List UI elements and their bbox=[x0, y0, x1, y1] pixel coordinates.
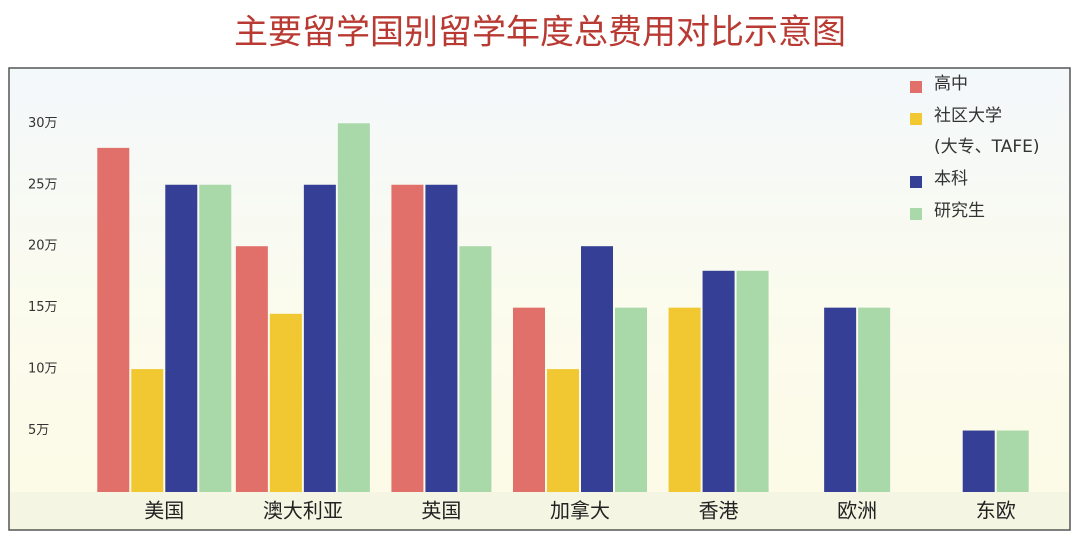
y-tick-label: 20万 bbox=[28, 239, 58, 254]
y-tick-label: 15万 bbox=[28, 300, 58, 315]
bar bbox=[165, 184, 198, 493]
x-tick-label: 加拿大 bbox=[550, 499, 610, 523]
y-tick-label: 5万 bbox=[28, 423, 49, 438]
bar bbox=[858, 307, 891, 492]
bar bbox=[824, 307, 857, 492]
legend-swatch bbox=[910, 176, 922, 188]
bar bbox=[391, 184, 424, 493]
y-tick-label: 10万 bbox=[28, 362, 58, 377]
legend-label: 本科 bbox=[934, 169, 968, 189]
legend-label: 研究生 bbox=[934, 201, 985, 221]
legend: 高中社区大学 (大专、TAFE) 本科研究生 bbox=[910, 74, 1039, 235]
bar bbox=[199, 184, 232, 493]
legend-swatch bbox=[910, 81, 922, 93]
bar bbox=[996, 430, 1029, 492]
bar bbox=[668, 307, 701, 492]
x-tick-label: 欧洲 bbox=[837, 499, 877, 523]
bar bbox=[337, 123, 370, 492]
legend-item: 研究生 bbox=[910, 201, 1039, 227]
bar bbox=[513, 307, 545, 492]
chart-title: 主要留学国别留学年度总费用对比示意图 bbox=[234, 13, 846, 53]
legend-item: 社区大学 (大专、TAFE) bbox=[910, 106, 1039, 163]
bar bbox=[736, 270, 769, 492]
x-tick-label: 英国 bbox=[421, 499, 461, 523]
legend-swatch bbox=[910, 208, 922, 220]
bar bbox=[702, 270, 735, 492]
bar bbox=[547, 369, 579, 492]
bar bbox=[459, 246, 492, 492]
legend-item: 本科 bbox=[910, 169, 1039, 195]
bar bbox=[269, 313, 302, 492]
bar bbox=[131, 369, 164, 492]
bar bbox=[303, 184, 336, 493]
bar bbox=[581, 246, 613, 492]
x-tick-label: 澳大利亚 bbox=[263, 499, 343, 523]
x-tick-label: 东欧 bbox=[976, 499, 1016, 523]
y-tick-label: 25万 bbox=[28, 177, 58, 192]
bar bbox=[615, 307, 647, 492]
x-tick-label: 香港 bbox=[699, 499, 739, 523]
axis-band bbox=[10, 492, 1069, 529]
legend-label: 高中 bbox=[934, 74, 968, 94]
legend-swatch bbox=[910, 113, 922, 125]
legend-item: 高中 bbox=[910, 74, 1039, 100]
legend-label: 社区大学 (大专、TAFE) bbox=[934, 106, 1040, 157]
bar bbox=[235, 246, 268, 492]
bar bbox=[97, 147, 130, 492]
y-tick-label: 30万 bbox=[28, 116, 58, 131]
bar bbox=[425, 184, 458, 493]
bar bbox=[962, 430, 995, 492]
x-tick-label: 美国 bbox=[144, 499, 184, 523]
